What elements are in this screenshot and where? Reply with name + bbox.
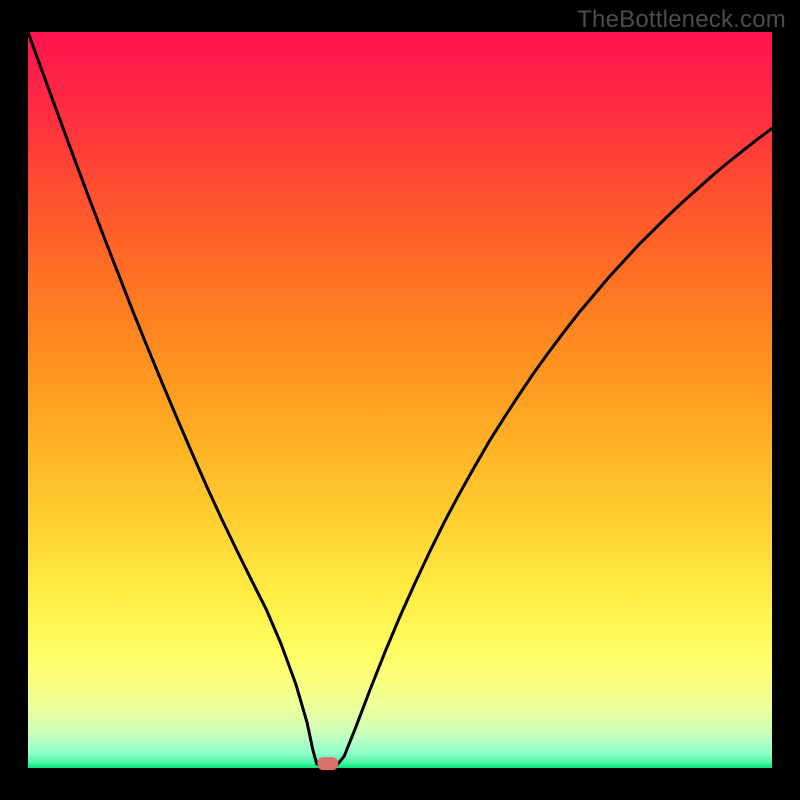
watermark-text: TheBottleneck.com	[577, 6, 786, 34]
chart-container: TheBottleneck.com	[0, 0, 800, 800]
plot-background	[28, 32, 772, 768]
optimum-marker	[317, 757, 338, 770]
bottleneck-chart	[0, 0, 800, 800]
